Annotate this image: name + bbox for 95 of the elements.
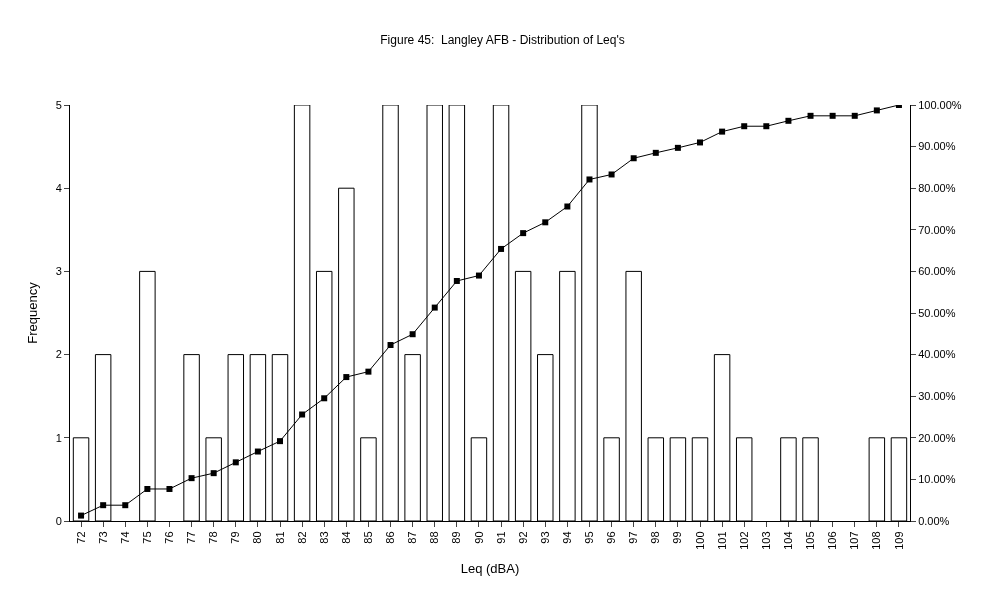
point [807, 112, 814, 119]
y-tick-label: 4 [55, 182, 62, 195]
point [674, 144, 681, 151]
x-tick-label: 107 [848, 531, 861, 550]
point [232, 459, 239, 466]
point [719, 128, 726, 135]
chart-title: Figure 45: Langley AFB - Distribution of Leq's [380, 33, 625, 48]
y2-tick-label: 30.00% [918, 390, 956, 403]
x-tick-label: 109 [892, 531, 905, 550]
y2-tick-label: 20.00% [918, 431, 956, 444]
point [586, 176, 593, 183]
x-tick-label: 83 [317, 531, 330, 544]
point [763, 123, 770, 130]
y2-tick-label: 60.00% [918, 265, 956, 278]
point [387, 342, 394, 349]
point [475, 272, 482, 279]
x-tick-label: 78 [207, 531, 220, 544]
x-tick-label: 81 [273, 531, 286, 544]
x-tick-label: 88 [428, 531, 441, 544]
point [299, 411, 306, 418]
x-tick-label: 80 [251, 531, 264, 544]
y2-tick-label: 80.00% [918, 182, 956, 195]
point [277, 438, 283, 445]
point [785, 117, 792, 124]
point [409, 331, 416, 338]
point [630, 155, 637, 162]
x-tick-label: 77 [185, 531, 198, 544]
point [520, 230, 527, 237]
point [829, 112, 836, 119]
point [365, 368, 372, 375]
x-tick-label: 72 [74, 531, 87, 544]
point [741, 123, 748, 130]
y2-tick-label: 90.00% [918, 140, 956, 153]
x-axis-title: Leq (dBA) [460, 561, 520, 577]
point [144, 485, 151, 492]
x-tick-label: 90 [472, 531, 485, 544]
y2-tick-label: 50.00% [918, 306, 956, 319]
point [254, 448, 261, 455]
point [873, 107, 880, 114]
point [652, 149, 659, 156]
x-tick-label: 95 [583, 531, 596, 544]
x-tick-label: 99 [671, 531, 684, 544]
x-tick-label: 76 [163, 531, 176, 544]
x-tick-label: 73 [96, 531, 109, 544]
x-tick-label: 79 [229, 531, 242, 544]
x-tick-label: 75 [140, 531, 153, 544]
point [542, 219, 549, 226]
point [564, 203, 571, 210]
x-tick-label: 98 [649, 531, 662, 544]
point [851, 112, 858, 119]
x-tick-label: 101 [715, 531, 728, 550]
x-tick-label: 100 [693, 531, 706, 550]
x-tick-label: 92 [516, 531, 529, 544]
x-tick-label: 104 [781, 531, 794, 550]
x-tick-label: 108 [870, 531, 883, 550]
x-tick-label: 89 [450, 531, 463, 544]
y2-tick-label: 100.00% [918, 98, 962, 111]
point [122, 502, 129, 509]
x-tick-label: 82 [295, 531, 308, 544]
point [453, 277, 460, 284]
y-tick-label: 5 [55, 98, 62, 111]
x-tick-label: 103 [759, 531, 772, 550]
point [166, 485, 173, 492]
x-tick-label: 87 [406, 531, 419, 544]
x-tick-label: 97 [627, 531, 640, 544]
point [100, 502, 107, 509]
x-tick-label: 94 [560, 531, 573, 544]
y2-tick-label: 10.00% [918, 473, 956, 486]
y2-tick-label: 0.00% [918, 514, 950, 527]
point [321, 395, 328, 402]
y-tick-label: 1 [55, 431, 62, 444]
x-tick-label: 84 [339, 531, 352, 544]
y-tick-label: 3 [55, 265, 62, 278]
x-tick-label: 105 [804, 531, 817, 550]
x-tick-label: 102 [737, 531, 750, 550]
y-tick-label: 0 [55, 514, 62, 527]
x-tick-label: 86 [384, 531, 397, 544]
point [188, 475, 195, 482]
point [498, 245, 505, 252]
y2-tick-label: 70.00% [918, 223, 956, 236]
x-tick-label: 93 [538, 531, 551, 544]
x-tick-label: 85 [362, 531, 374, 544]
point [343, 374, 350, 381]
x-tick-label: 106 [826, 531, 839, 550]
x-tick-label: 74 [118, 531, 131, 544]
x-tick-label: 91 [494, 531, 507, 544]
y-tick-label: 2 [55, 348, 62, 361]
y2-tick-label: 40.00% [918, 348, 956, 361]
point [78, 512, 85, 519]
point [608, 171, 615, 178]
y-axis-title: Frequency [24, 281, 40, 344]
point [697, 139, 703, 146]
x-tick-label: 96 [605, 531, 618, 544]
point [431, 304, 438, 311]
point [210, 470, 217, 477]
